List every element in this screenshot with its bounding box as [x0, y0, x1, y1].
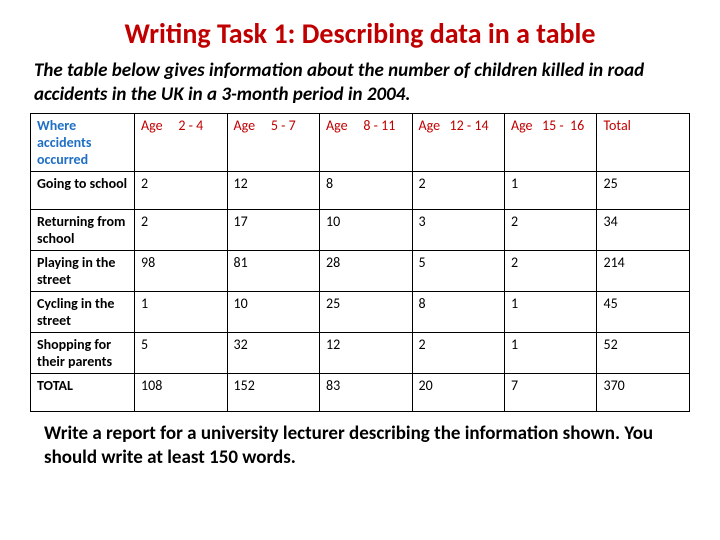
cell: 81: [227, 250, 319, 291]
table-row: Playing in the street 98 81 28 5 2 214: [31, 250, 690, 291]
table-header-row: Where accidents occurred Age 2 - 4 Age 5…: [31, 113, 690, 171]
cell: 1: [504, 171, 596, 209]
task-instruction: Write a report for a university lecturer…: [44, 422, 690, 471]
cell: 25: [597, 171, 690, 209]
cell: 45: [597, 291, 690, 332]
cell: 98: [135, 250, 227, 291]
row-label: Cycling in the street: [31, 291, 135, 332]
cell: 5: [135, 332, 227, 373]
row-label: Playing in the street: [31, 250, 135, 291]
cell: 8: [320, 171, 412, 209]
cell: 3: [412, 209, 504, 250]
header-age-1: Age 5 - 7: [227, 113, 319, 171]
table-row-total: TOTAL 108 152 83 20 7 370: [31, 373, 690, 411]
cell: 108: [135, 373, 227, 411]
cell: 32: [227, 332, 319, 373]
table-row: Going to school 2 12 8 2 1 25: [31, 171, 690, 209]
cell: 25: [320, 291, 412, 332]
header-where: Where accidents occurred: [31, 113, 135, 171]
header-age-0: Age 2 - 4: [135, 113, 227, 171]
cell: 8: [412, 291, 504, 332]
header-total: Total: [597, 113, 690, 171]
cell: 370: [597, 373, 690, 411]
cell: 12: [320, 332, 412, 373]
cell: 1: [135, 291, 227, 332]
cell: 214: [597, 250, 690, 291]
cell: 10: [227, 291, 319, 332]
data-table: Where accidents occurred Age 2 - 4 Age 5…: [30, 113, 690, 412]
row-label: Shopping for their parents: [31, 332, 135, 373]
cell: 152: [227, 373, 319, 411]
cell: 17: [227, 209, 319, 250]
cell: 7: [504, 373, 596, 411]
row-label: Returning from school: [31, 209, 135, 250]
cell: 2: [412, 171, 504, 209]
page-title: Writing Task 1: Describing data in a tab…: [30, 16, 690, 51]
header-age-4: Age 15 - 16: [504, 113, 596, 171]
table-row: Cycling in the street 1 10 25 8 1 45: [31, 291, 690, 332]
cell: 5: [412, 250, 504, 291]
cell: 1: [504, 291, 596, 332]
cell: 20: [412, 373, 504, 411]
table-row: Shopping for their parents 5 32 12 2 1 5…: [31, 332, 690, 373]
table-row: Returning from school 2 17 10 3 2 34: [31, 209, 690, 250]
task-subtitle: The table below gives information about …: [34, 59, 690, 107]
cell: 2: [135, 209, 227, 250]
cell: 1: [504, 332, 596, 373]
header-age-2: Age 8 - 11: [320, 113, 412, 171]
row-label: Going to school: [31, 171, 135, 209]
cell: 2: [504, 250, 596, 291]
cell: 2: [412, 332, 504, 373]
row-label: TOTAL: [31, 373, 135, 411]
cell: 28: [320, 250, 412, 291]
cell: 34: [597, 209, 690, 250]
cell: 83: [320, 373, 412, 411]
cell: 2: [135, 171, 227, 209]
header-age-3: Age 12 - 14: [412, 113, 504, 171]
cell: 10: [320, 209, 412, 250]
cell: 2: [504, 209, 596, 250]
cell: 52: [597, 332, 690, 373]
cell: 12: [227, 171, 319, 209]
